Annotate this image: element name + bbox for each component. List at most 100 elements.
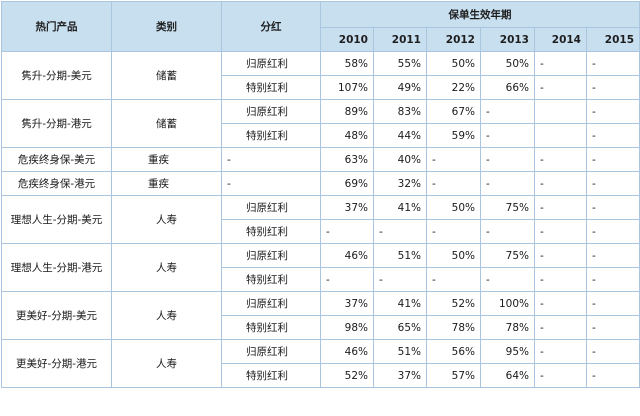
- year-value-cell: -: [534, 267, 587, 292]
- table-row: 隽升-分期-美元 储蓄 归原红利 58% 55% 50% 50% - -: [1, 51, 640, 100]
- dividend-type: 归原红利: [221, 51, 321, 76]
- product-name: 危疾终身保-美元: [1, 147, 112, 172]
- year-value-cell: -: [534, 219, 587, 244]
- table-row: 特别红利 98% 65% 78% 78% - -: [2, 315, 640, 340]
- year-value-cell: 69%: [320, 171, 374, 196]
- table-row: 特别红利 52% 37% 57% 64% - -: [2, 363, 640, 388]
- year-value-cell: 50%: [426, 243, 481, 268]
- year-value-cell: 50%: [426, 195, 481, 220]
- year-value-cell: 67%: [426, 99, 481, 124]
- year-value-cell: -: [585, 291, 640, 316]
- table-row: 更美好-分期-美元 人寿 归原红利 37% 41% 52% 100% - -: [1, 291, 640, 340]
- product-category: 人寿: [111, 291, 222, 340]
- year-value-cell: -: [585, 51, 640, 76]
- year-value-cell: 41%: [373, 195, 427, 220]
- year-value-cell: -: [534, 171, 587, 196]
- year-value-cell: 37%: [320, 291, 374, 316]
- year-value-cell: -: [534, 51, 587, 76]
- year-value-cell: 40%: [373, 147, 427, 172]
- year-value-cell: 98%: [320, 315, 374, 340]
- year-value-cell: 37%: [373, 363, 427, 388]
- year-value-cell: 46%: [320, 243, 374, 268]
- dividend-type: 特别红利: [221, 315, 321, 340]
- year-value-cell: -: [585, 147, 640, 172]
- dividend-table: 热门产品 类别 分红 保单生效年期 2010 2011 2012 2013 20…: [1, 1, 640, 388]
- year-value-cell: 56%: [426, 339, 481, 364]
- product-category: 重疾: [111, 147, 222, 172]
- dividend-type: 特别红利: [221, 123, 321, 148]
- year-value-cell: 83%: [373, 99, 427, 124]
- header-year: 2011: [373, 27, 427, 52]
- year-value-cell: 63%: [320, 147, 374, 172]
- year-value-cell: -: [585, 75, 640, 100]
- dividend-type: 归原红利: [221, 243, 321, 268]
- product-name: 理想人生-分期-港元: [1, 243, 112, 292]
- year-value-cell: 78%: [426, 315, 481, 340]
- year-value-cell: -: [534, 243, 587, 268]
- product-name: 隽升-分期-港元: [1, 99, 112, 148]
- product-category: 人寿: [111, 339, 222, 388]
- table-row: 理想人生-分期-美元 人寿 归原红利 37% 41% 50% 75% - -: [1, 195, 640, 244]
- year-value-cell: 32%: [373, 171, 427, 196]
- year-value-cell: -: [534, 339, 587, 364]
- year-value-cell: -: [320, 219, 374, 244]
- table-row: 危疾终身保-港元 重疾 -69% 32% - - - -: [1, 171, 640, 196]
- table-body: 隽升-分期-美元 储蓄 归原红利 58% 55% 50% 50% - - 特别红利 107% 49% 2…: [1, 51, 640, 388]
- year-value-cell: -: [426, 219, 481, 244]
- dividend-type: -: [221, 171, 321, 196]
- product-name: 更美好-分期-美元: [1, 291, 112, 340]
- dividend-type: 归原红利: [221, 291, 321, 316]
- year-value-cell: 51%: [373, 339, 427, 364]
- year-value-cell: -: [426, 171, 481, 196]
- table-row: 危疾终身保-美元 重疾 -63% 40% - - - -: [1, 147, 640, 172]
- year-value-cell: -: [534, 147, 587, 172]
- year-value-cell: -: [585, 363, 640, 388]
- year-value-cell: 46%: [320, 339, 374, 364]
- header-category: 类别: [111, 1, 222, 52]
- year-value-cell: -: [320, 267, 374, 292]
- dividend-type: 特别红利: [221, 219, 321, 244]
- dividend-type: 归原红利: [221, 99, 321, 124]
- year-value-cell: 107%: [320, 75, 374, 100]
- year-value-cell: -: [480, 147, 535, 172]
- year-value-cell: 49%: [373, 75, 427, 100]
- year-value-cell: -: [585, 195, 640, 220]
- year-value-cell: -: [480, 123, 535, 148]
- year-header-row: 2010 2011 2012 2013 2014 2015: [2, 27, 640, 52]
- header-years-title: 保单生效年期: [319, 1, 640, 28]
- year-value-cell: 100%: [480, 291, 535, 316]
- year-value-cell: 52%: [320, 363, 374, 388]
- dividend-type: -: [221, 147, 321, 172]
- year-value-cell: -: [534, 75, 587, 100]
- year-value-cell: 55%: [373, 51, 427, 76]
- product-category: 人寿: [111, 243, 222, 292]
- year-value-cell: 59%: [426, 123, 481, 148]
- header-year: 2012: [426, 27, 481, 52]
- year-value-cell: 37%: [320, 195, 374, 220]
- year-value-cell: -: [373, 219, 427, 244]
- product-category: 储蓄: [111, 99, 222, 148]
- year-value-cell: -: [585, 315, 640, 340]
- year-value-cell: 64%: [480, 363, 535, 388]
- table-row: 更美好-分期-港元 人寿 归原红利 46% 51% 56% 95% - -: [1, 339, 640, 388]
- year-value-cell: -: [585, 243, 640, 268]
- year-value-cell: 75%: [480, 195, 535, 220]
- year-value-cell: 66%: [480, 75, 535, 100]
- year-value-cell: [534, 123, 587, 148]
- year-value-cell: 75%: [480, 243, 535, 268]
- year-value-cell: 78%: [480, 315, 535, 340]
- year-value-cell: -: [534, 291, 587, 316]
- year-value-cell: -: [585, 99, 640, 124]
- year-value-cell: -: [480, 219, 535, 244]
- product-name: 更美好-分期-港元: [1, 339, 112, 388]
- header-year: 2010: [320, 27, 374, 52]
- product-name: 隽升-分期-美元: [1, 51, 112, 100]
- table-row: 特别红利 107% 49% 22% 66% - -: [2, 75, 640, 100]
- dividend-type: 特别红利: [221, 363, 321, 388]
- year-value-cell: -: [480, 99, 535, 124]
- year-value-cell: 44%: [373, 123, 427, 148]
- year-value-cell: 65%: [373, 315, 427, 340]
- year-value-cell: 22%: [426, 75, 481, 100]
- year-value-cell: -: [585, 123, 640, 148]
